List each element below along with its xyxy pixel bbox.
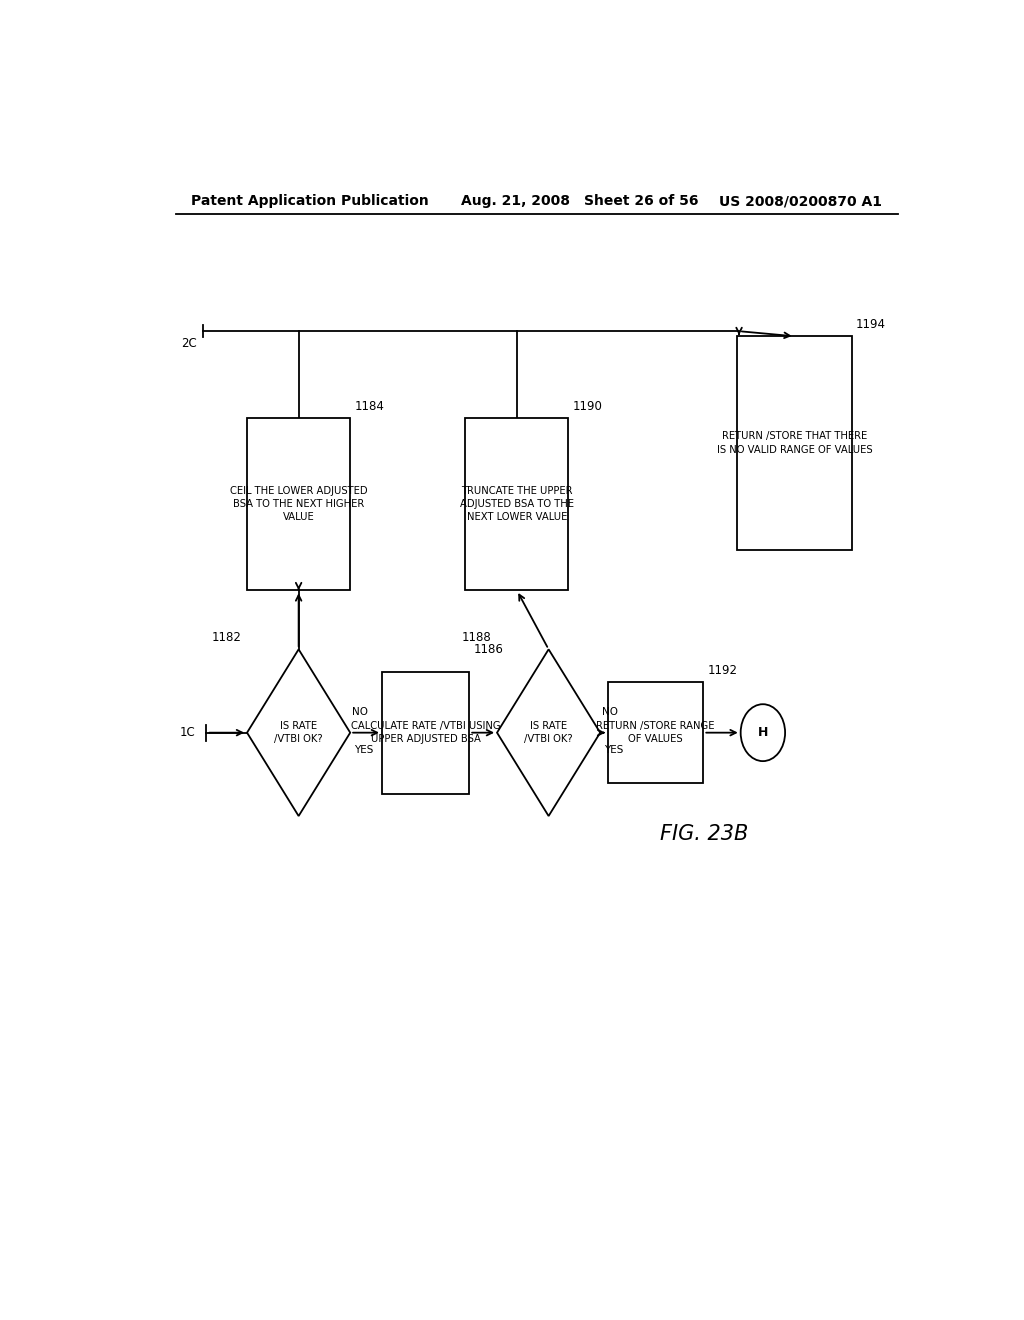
Text: 1192: 1192 xyxy=(708,664,737,677)
Text: NO: NO xyxy=(602,708,617,718)
FancyBboxPatch shape xyxy=(382,672,469,793)
Polygon shape xyxy=(497,649,600,816)
Text: YES: YES xyxy=(604,744,624,755)
Text: IS RATE
/VTBI OK?: IS RATE /VTBI OK? xyxy=(524,722,572,744)
Text: CEIL THE LOWER ADJUSTED
BSA TO THE NEXT HIGHER
VALUE: CEIL THE LOWER ADJUSTED BSA TO THE NEXT … xyxy=(229,486,368,523)
Text: RETURN /STORE THAT THERE
IS NO VALID RANGE OF VALUES: RETURN /STORE THAT THERE IS NO VALID RAN… xyxy=(717,432,872,454)
Text: H: H xyxy=(758,726,768,739)
Text: IS RATE
/VTBI OK?: IS RATE /VTBI OK? xyxy=(274,722,323,744)
Text: RETURN /STORE RANGE
OF VALUES: RETURN /STORE RANGE OF VALUES xyxy=(597,721,715,744)
Text: Aug. 21, 2008: Aug. 21, 2008 xyxy=(461,194,570,209)
Text: Patent Application Publication: Patent Application Publication xyxy=(191,194,429,209)
FancyBboxPatch shape xyxy=(465,417,568,590)
Text: 1182: 1182 xyxy=(211,631,242,644)
Text: Sheet 26 of 56: Sheet 26 of 56 xyxy=(585,194,698,209)
Text: 1194: 1194 xyxy=(856,318,886,331)
Text: 1186: 1186 xyxy=(473,643,503,656)
Text: TRUNCATE THE UPPER
ADJUSTED BSA TO THE
NEXT LOWER VALUE: TRUNCATE THE UPPER ADJUSTED BSA TO THE N… xyxy=(460,486,573,523)
Text: US 2008/0200870 A1: US 2008/0200870 A1 xyxy=(719,194,883,209)
Text: 1188: 1188 xyxy=(462,631,492,644)
Text: FIG. 23B: FIG. 23B xyxy=(659,824,749,845)
Text: CALCULATE RATE /VTBI USING
UPPER ADJUSTED BSA: CALCULATE RATE /VTBI USING UPPER ADJUSTE… xyxy=(351,721,501,744)
Text: YES: YES xyxy=(354,744,374,755)
FancyBboxPatch shape xyxy=(737,337,852,549)
Text: NO: NO xyxy=(352,708,368,718)
Text: 1190: 1190 xyxy=(572,400,602,412)
Text: 1C: 1C xyxy=(179,726,196,739)
FancyBboxPatch shape xyxy=(608,682,703,784)
Text: 2C: 2C xyxy=(181,337,197,350)
Circle shape xyxy=(740,704,785,762)
Polygon shape xyxy=(247,649,350,816)
FancyBboxPatch shape xyxy=(247,417,350,590)
Text: 1184: 1184 xyxy=(354,400,384,412)
